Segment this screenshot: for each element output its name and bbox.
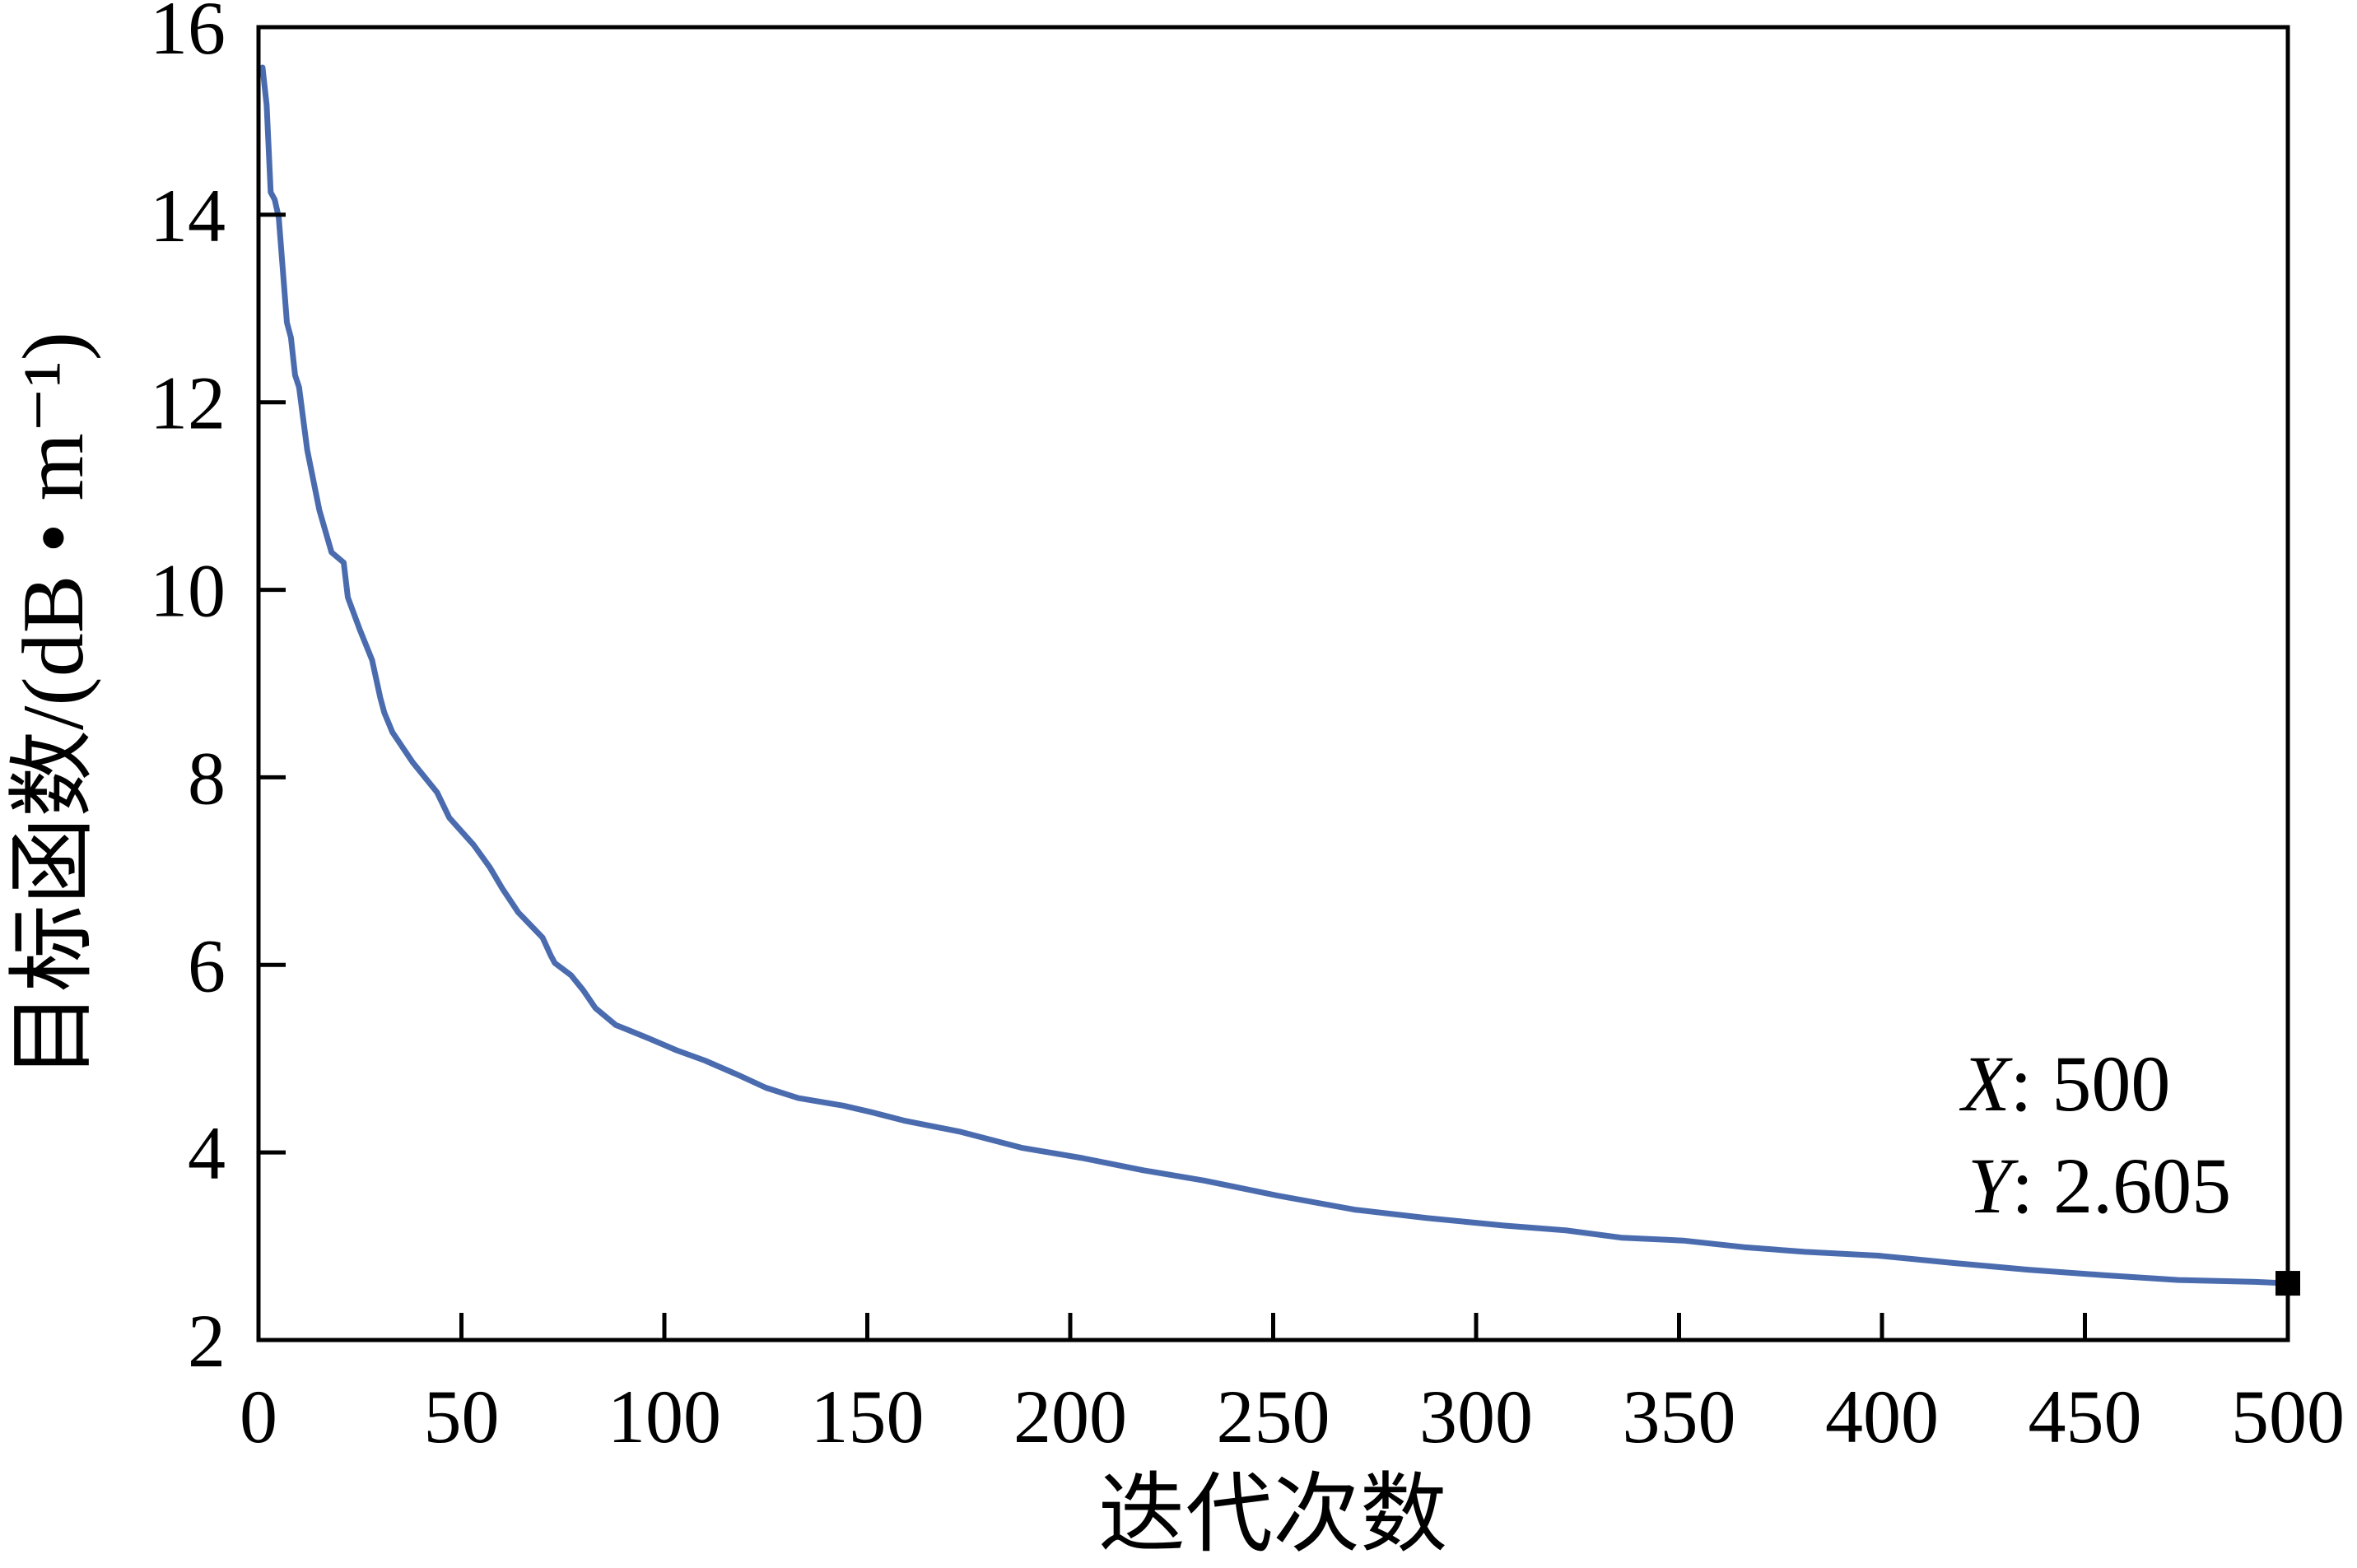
x-tick-label: 100: [608, 1375, 721, 1459]
x-tick-label: 0: [240, 1375, 277, 1459]
datatip-y-var: Y: [1968, 1142, 2019, 1230]
x-axis-label: 迭代次数: [1098, 1467, 1447, 1563]
y-axis-ticks: 2 4 6 8 10 12 14 16: [150, 0, 286, 1383]
y-axis-label: 目标函数/(dB • m⁻¹): [5, 332, 101, 1079]
x-axis-ticks: 0 50 100 150 200 250 300 350 400 450 500: [240, 1313, 2345, 1459]
y-tick-label: 4: [188, 1111, 226, 1195]
x-tick-label: 450: [2029, 1375, 2142, 1459]
datatip-marker: [2275, 1271, 2300, 1296]
y-tick-label: 16: [150, 0, 226, 70]
x-tick-label: 300: [1419, 1375, 1533, 1459]
y-tick-label: 12: [150, 361, 226, 445]
x-tick-label: 250: [1217, 1375, 1330, 1459]
y-tick-label: 8: [188, 736, 226, 820]
x-tick-label: 350: [1623, 1375, 1736, 1459]
y-tick-label: 10: [150, 549, 226, 633]
marker-layer: [2275, 1271, 2300, 1296]
y-tick-label: 6: [188, 924, 226, 1007]
x-tick-label: 50: [424, 1375, 500, 1459]
datatip-x: X: 500: [1959, 1040, 2170, 1128]
series-line-0: [259, 64, 2291, 1287]
x-tick-label: 500: [2231, 1375, 2345, 1459]
y-tick-label: 14: [150, 174, 226, 258]
datatip-x-var: X: [1959, 1040, 2013, 1128]
x-tick-label: 150: [811, 1375, 925, 1459]
datatip-y: Y: 2.605: [1968, 1142, 2231, 1230]
datatip-y-value: : 2.605: [2011, 1142, 2231, 1230]
x-tick-label: 200: [1013, 1375, 1127, 1459]
datatip-x-value: : 500: [2010, 1040, 2171, 1128]
y-tick-label: 2: [188, 1299, 226, 1383]
x-tick-label: 400: [1825, 1375, 1939, 1459]
series-layer: [259, 64, 2291, 1287]
